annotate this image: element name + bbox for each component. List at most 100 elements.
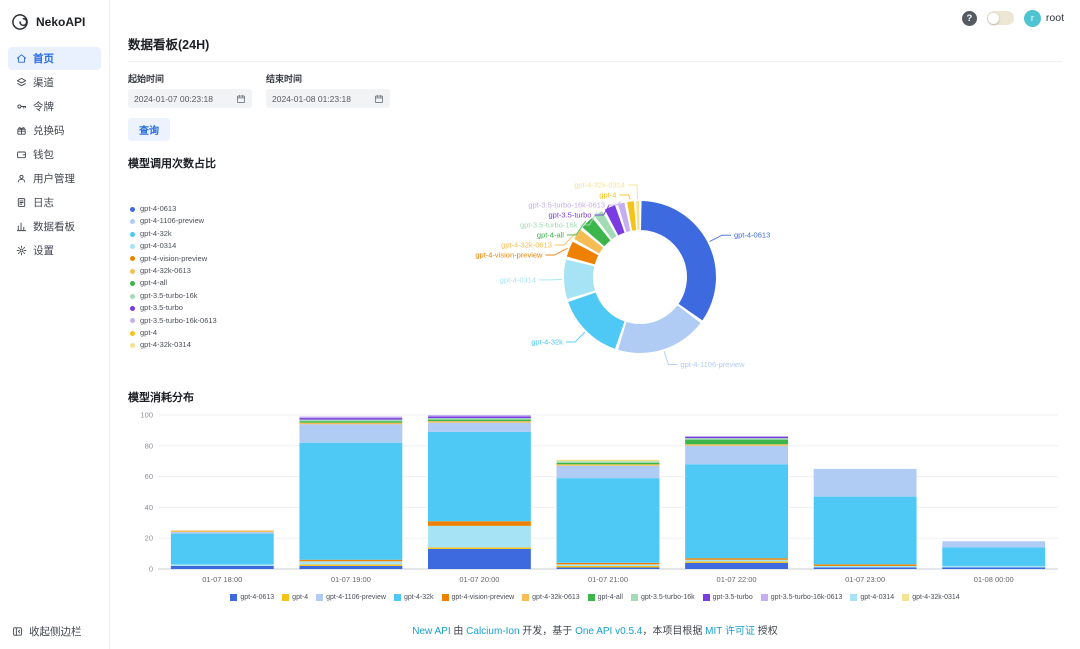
bar-section-title: 模型消耗分布 [128, 392, 194, 404]
svg-text:60: 60 [145, 472, 153, 481]
svg-text:100: 100 [140, 411, 153, 420]
username: root [1045, 12, 1064, 24]
legend-label: gpt-4 [140, 328, 158, 338]
sidebar-item-redemptions[interactable]: 兑换码 [8, 119, 101, 142]
legend-label: gpt-4-32k [140, 228, 172, 238]
sidebar-item-wallet[interactable]: 钱包 [8, 143, 101, 166]
bar-chart: 0 20 40 60 80 100 01-07 18:00 01-07 19:00 01-07 … [128, 409, 1062, 601]
bar-chart-canvas: 0 20 40 60 80 100 01-07 18:00 01-07 19:00 01-07 … [140, 411, 1058, 584]
bar-legend-item[interactable]: gpt-3.5-turbo-16k [630, 594, 695, 601]
toggle-knob-icon [988, 12, 1000, 24]
pie-legend-item[interactable]: gpt-4-0613 [130, 203, 217, 215]
bar-legend-item[interactable]: gpt-4-0613 [230, 594, 274, 601]
pie-legend-item[interactable]: gpt-3.5-turbo-16k-0613 [130, 315, 217, 327]
legend-dot-icon [130, 206, 135, 212]
svg-text:gpt-4-vision-preview: gpt-4-vision-preview [475, 251, 543, 260]
legend-dot-icon [130, 268, 135, 274]
pie-legend-item[interactable]: gpt-3.5-turbo-16k [130, 290, 217, 302]
legend-label: gpt-4-1106-preview [140, 216, 205, 226]
sidebar-item-label: 数据看板 [33, 221, 75, 233]
calendar-icon [237, 94, 245, 103]
bar-legend-item[interactable]: gpt-4-0314 [850, 594, 894, 601]
bar-legend-item[interactable]: gpt-4-32k-0314 [902, 594, 960, 601]
pie-legend-item[interactable]: gpt-4-vision-preview [130, 253, 217, 265]
sidebar-item-channels[interactable]: 渠道 [8, 71, 101, 94]
footer-link[interactable]: New API [412, 626, 454, 637]
bar-legend-item[interactable]: gpt-4-vision-preview [441, 594, 514, 601]
bar-legend-item[interactable]: gpt-4 [282, 594, 308, 601]
svg-text:01-07 20:00: 01-07 20:00 [459, 575, 499, 584]
pie-legend-item[interactable]: gpt-4-1106-preview [130, 215, 217, 227]
end-time-value: 2024-01-08 01:23:18 [272, 93, 351, 104]
legend-dot-icon [130, 281, 135, 287]
legend-swatch-icon [760, 594, 768, 601]
theme-toggle[interactable] [986, 11, 1014, 25]
avatar: r [1023, 9, 1041, 27]
pie-legend-item[interactable]: gpt-4-all [130, 277, 217, 289]
pie-legend-item[interactable]: gpt-4 [130, 327, 217, 339]
pie-legend-item[interactable]: gpt-4-32k-0314 [130, 339, 217, 351]
legend-dot-icon [130, 330, 135, 336]
sidebar-item-tokens[interactable]: 令牌 [8, 95, 101, 118]
sidebar-item-label: 日志 [33, 197, 54, 209]
bar-legend-item[interactable]: gpt-3.5-turbo [702, 594, 753, 601]
legend-swatch-icon [282, 594, 290, 601]
bar-legend-item[interactable]: gpt-4-32k-0613 [522, 594, 580, 601]
footer-link[interactable]: One API v0.5.4 [575, 626, 643, 637]
sidebar-item-users[interactable]: 用户管理 [8, 167, 101, 190]
legend-swatch-icon [630, 594, 638, 601]
query-button[interactable]: 查询 [128, 118, 170, 141]
svg-text:gpt-4-0613: gpt-4-0613 [734, 231, 770, 240]
footer-text: ，本项目根据 [642, 626, 706, 637]
gear-icon [16, 245, 27, 256]
pie-chart: gpt-4-0613 gpt-4-1106-preview gpt-4-32k gpt… [128, 173, 1062, 375]
svg-text:80: 80 [145, 441, 153, 450]
svg-text:gpt-4-32k-0613: gpt-4-32k-0613 [501, 241, 552, 250]
svg-text:01-07 21:00: 01-07 21:00 [588, 575, 628, 584]
svg-text:gpt-4-32k: gpt-4-32k [531, 338, 563, 347]
svg-text:gpt-3.5-turbo-16k-0613: gpt-3.5-turbo-16k-0613 [528, 201, 605, 210]
end-time-input[interactable]: 2024-01-08 01:23:18 [266, 89, 390, 108]
user-menu[interactable]: r root [1023, 9, 1064, 27]
collapse-sidebar-button[interactable]: 收起侧边栏 [8, 618, 101, 641]
pie-legend-item[interactable]: gpt-4-0314 [130, 240, 217, 252]
bar-legend-item[interactable]: gpt-4-1106-preview [316, 594, 386, 601]
legend-swatch-icon [702, 594, 710, 601]
key-icon [17, 104, 27, 109]
pie-legend-item[interactable]: gpt-3.5-turbo [130, 302, 217, 314]
start-time-input[interactable]: 2024-01-07 00:23:18 [128, 89, 252, 108]
collapse-icon [13, 627, 22, 636]
pie-legend-item[interactable]: gpt-4-32k [130, 228, 217, 240]
svg-text:gpt-4-1106-preview: gpt-4-1106-preview [680, 360, 745, 369]
pie-legend-item[interactable]: gpt-4-32k-0613 [130, 265, 217, 277]
sidebar-item-dashboard[interactable]: 数据看板 [8, 215, 101, 238]
start-time-label: 起始时间 [128, 74, 165, 84]
sidebar-item-label: 用户管理 [33, 173, 75, 185]
footer-text: 开发，基于 [519, 626, 576, 637]
sidebar-item-settings[interactable]: 设置 [8, 239, 101, 262]
home-icon [16, 54, 27, 63]
svg-text:01-07 19:00: 01-07 19:00 [331, 575, 371, 584]
legend-swatch-icon [850, 594, 858, 601]
legend-label: gpt-3.5-turbo-16k [140, 290, 198, 300]
gift-icon [17, 127, 26, 135]
legend-dot-icon [130, 343, 135, 349]
bar-legend-item[interactable]: gpt-4-32k [393, 594, 434, 601]
pie-section-title: 模型调用次数占比 [128, 158, 216, 170]
sidebar-item-logs[interactable]: 日志 [8, 191, 101, 214]
svg-text:01-08 00:00: 01-08 00:00 [974, 575, 1014, 584]
legend-label: gpt-4-1106-preview [326, 594, 386, 601]
legend-swatch-icon [522, 594, 530, 601]
bar-legend-item[interactable]: gpt-3.5-turbo-16k-0613 [760, 594, 842, 601]
app-logo: NekoAPI [8, 10, 101, 46]
legend-label: gpt-4-32k-0314 [140, 340, 191, 350]
svg-text:01-07 23:00: 01-07 23:00 [845, 575, 885, 584]
help-button[interactable]: ? [961, 10, 977, 26]
channels-icon [16, 77, 27, 87]
footer-link[interactable]: Calcium-Ion [466, 626, 520, 637]
footer-link[interactable]: MIT 许可证 [705, 626, 755, 637]
end-time-group: 结束时间 2024-01-08 01:23:18 [266, 72, 390, 108]
bar-legend-item[interactable]: gpt-4-all [587, 594, 623, 601]
sidebar-item-home[interactable]: 首页 [8, 47, 101, 70]
